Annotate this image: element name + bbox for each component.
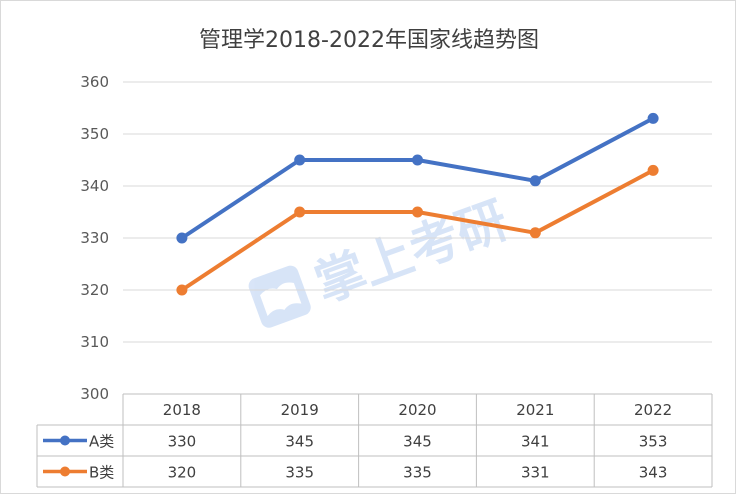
y-tick-label: 310 — [80, 333, 109, 351]
x-category-label: 2021 — [516, 401, 554, 419]
x-category-label: 2018 — [163, 401, 201, 419]
table-cell-value: 335 — [285, 464, 314, 482]
legend-key-marker — [60, 466, 70, 477]
y-tick-label: 330 — [80, 229, 109, 247]
table-cell-value: 345 — [285, 433, 314, 451]
data-point — [647, 164, 659, 176]
y-tick-label: 320 — [80, 281, 109, 299]
data-point — [294, 206, 306, 218]
table-cell-value: 335 — [403, 464, 432, 482]
table-cell-value: 343 — [639, 464, 668, 482]
watermark-text: 掌上考研 — [307, 190, 515, 313]
table-cell-value: 320 — [168, 464, 197, 482]
data-point — [294, 154, 306, 166]
x-category-label: 2022 — [634, 401, 672, 419]
legend-key-marker — [60, 435, 70, 446]
data-point — [647, 112, 659, 124]
table-cell-value: 345 — [403, 433, 432, 451]
y-tick-label: 360 — [80, 73, 109, 91]
y-tick-label: 300 — [80, 385, 109, 403]
table-cell-value: 341 — [521, 433, 550, 451]
data-point — [529, 227, 541, 239]
y-tick-label: 340 — [80, 177, 109, 195]
watermark-book-icon — [248, 265, 311, 328]
data-point — [529, 175, 541, 187]
table-cell-value: 353 — [639, 433, 668, 451]
x-category-label: 2019 — [281, 401, 319, 419]
data-point — [412, 206, 423, 218]
x-category-label: 2020 — [398, 401, 436, 419]
data-point — [176, 232, 188, 244]
table-cell-value: 331 — [521, 464, 550, 482]
table-cell-value: 330 — [168, 433, 197, 451]
chart-title: 管理学2018-2022年国家线趋势图 — [199, 28, 539, 53]
data-point — [412, 154, 423, 166]
legend-label: A类 — [89, 433, 114, 451]
legend-label: B类 — [89, 464, 114, 482]
y-tick-label: 350 — [80, 125, 109, 143]
data-point — [176, 284, 188, 296]
